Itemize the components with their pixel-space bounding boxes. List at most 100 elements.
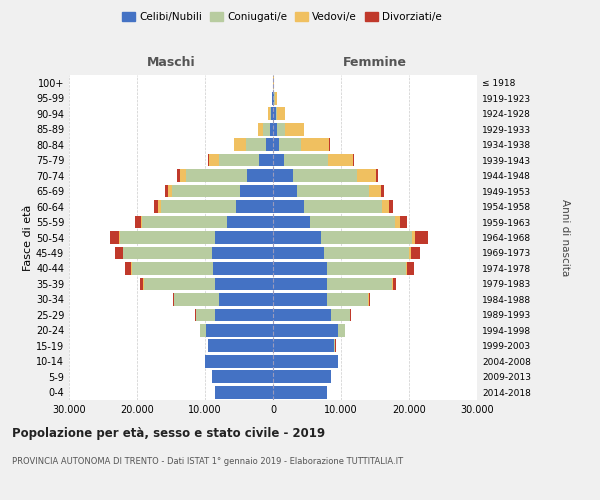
Bar (273, 340, 334, 352)
Bar (186, 169, 247, 182)
Bar (279, 138, 301, 151)
Bar (119, 231, 120, 244)
Bar (175, 293, 218, 306)
Bar (273, 200, 304, 213)
Bar (277, 108, 285, 120)
Bar (328, 262, 406, 275)
Bar (179, 169, 186, 182)
Bar (304, 200, 382, 213)
Bar (213, 262, 273, 275)
Bar (215, 386, 273, 398)
Bar (115, 246, 123, 260)
Bar (273, 370, 331, 383)
Bar (273, 216, 310, 228)
Text: Popolazione per età, sesso e stato civile - 2019: Popolazione per età, sesso e stato civil… (12, 428, 325, 440)
Bar (273, 154, 284, 166)
Bar (273, 293, 328, 306)
Bar (273, 138, 279, 151)
Bar (200, 324, 206, 336)
Bar (212, 246, 273, 260)
Bar (140, 278, 143, 290)
Bar (328, 293, 368, 306)
Bar (234, 138, 246, 151)
Bar (392, 278, 397, 290)
Bar (271, 108, 273, 120)
Bar (353, 154, 355, 166)
Bar (158, 200, 161, 213)
Bar (406, 262, 407, 275)
Bar (273, 246, 324, 260)
Bar (273, 386, 328, 398)
Bar (208, 340, 273, 352)
Bar (269, 108, 271, 120)
Bar (173, 293, 174, 306)
Bar (273, 231, 320, 244)
Bar (275, 108, 277, 120)
Text: Femmine: Femmine (343, 56, 407, 69)
Bar (368, 293, 370, 306)
Bar (120, 231, 215, 244)
Bar (263, 123, 269, 136)
Bar (215, 231, 273, 244)
Y-axis label: Fasce di età: Fasce di età (23, 204, 33, 270)
Bar (273, 123, 277, 136)
Bar (273, 262, 328, 275)
Bar (215, 278, 273, 290)
Bar (328, 278, 392, 290)
Bar (389, 200, 393, 213)
Bar (407, 262, 415, 275)
Bar (259, 154, 273, 166)
Bar (268, 108, 269, 120)
Bar (205, 355, 273, 368)
Bar (227, 216, 273, 228)
Bar (236, 200, 273, 213)
Bar (409, 246, 411, 260)
Bar (241, 184, 273, 198)
Bar (273, 308, 331, 321)
Bar (206, 324, 273, 336)
Bar (140, 216, 142, 228)
Bar (212, 370, 273, 383)
Bar (177, 169, 179, 182)
Bar (247, 169, 273, 182)
Bar (125, 262, 131, 275)
Text: PROVINCIA AUTONOMA DI TRENTO - Dati ISTAT 1° gennaio 2019 - Elaborazione TUTTITA: PROVINCIA AUTONOMA DI TRENTO - Dati ISTA… (12, 458, 403, 466)
Bar (415, 231, 428, 244)
Bar (164, 184, 168, 198)
Bar (411, 246, 421, 260)
Bar (273, 108, 275, 120)
Bar (154, 200, 158, 213)
Bar (334, 340, 335, 352)
Bar (285, 123, 304, 136)
Bar (412, 231, 415, 244)
Bar (123, 246, 124, 260)
Bar (131, 262, 213, 275)
Bar (161, 200, 236, 213)
Bar (358, 169, 376, 182)
Bar (338, 324, 345, 336)
Bar (273, 355, 338, 368)
Bar (329, 138, 330, 151)
Bar (277, 123, 285, 136)
Legend: Celibi/Nubili, Coniugati/e, Vedovi/e, Divorziati/e: Celibi/Nubili, Coniugati/e, Vedovi/e, Di… (118, 8, 446, 26)
Bar (196, 308, 215, 321)
Bar (124, 246, 212, 260)
Bar (284, 154, 328, 166)
Bar (273, 92, 274, 104)
Bar (142, 216, 227, 228)
Bar (215, 308, 273, 321)
Bar (273, 278, 328, 290)
Bar (273, 324, 338, 336)
Bar (266, 138, 273, 151)
Bar (275, 92, 277, 104)
Bar (324, 246, 409, 260)
Bar (382, 200, 389, 213)
Bar (144, 278, 215, 290)
Bar (395, 216, 400, 228)
Text: Maschi: Maschi (146, 56, 196, 69)
Bar (400, 216, 407, 228)
Bar (376, 169, 378, 182)
Bar (110, 231, 119, 244)
Bar (233, 138, 234, 151)
Bar (135, 216, 140, 228)
